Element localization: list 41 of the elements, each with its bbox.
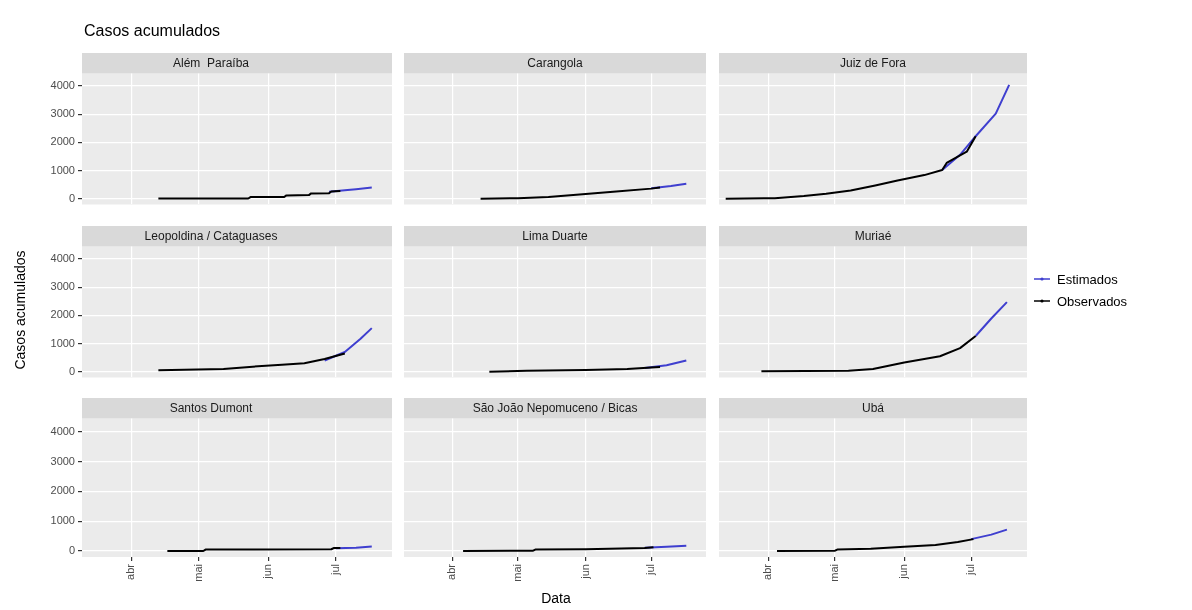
legend-label: Observados (1057, 293, 1128, 309)
x-tick-label: abr (445, 563, 458, 580)
chart-title: Santos Dumont (169, 400, 254, 415)
x-tick-label: mai (191, 564, 204, 582)
x-tick-label: abr (124, 563, 137, 580)
y-tick-label: 1000 (50, 514, 75, 527)
y-tick-label: 0 (68, 191, 75, 204)
y-tick-label: 4000 (50, 79, 75, 92)
x-tick-label: mai (828, 564, 841, 582)
y-tick-label: 2000 (50, 484, 75, 497)
x-tick-label: abr (761, 563, 774, 580)
chart-title: Além Paraíba (172, 55, 250, 70)
y-tick-label: 0 (68, 364, 75, 377)
y-tick-label: 1000 (50, 336, 75, 349)
y-tick-label: 3000 (50, 454, 75, 467)
x-tick-label: jul (644, 564, 657, 577)
x-tick-label: jun (897, 564, 910, 580)
x-axis-title: Data (541, 590, 571, 606)
y-tick-label: 3000 (50, 107, 75, 120)
x-tick-label: mai (510, 564, 523, 582)
x-tick-label: jul (964, 564, 977, 577)
chart-title: Lima Duarte (522, 228, 588, 243)
legend-label: Estimados (1057, 271, 1118, 287)
chart-title: Muriaé (854, 228, 892, 243)
x-tick-label: jul (328, 564, 341, 577)
x-tick-label: jun (578, 564, 591, 580)
chart-title: Carangola (527, 55, 584, 70)
y-tick-label: 2000 (50, 135, 75, 148)
y-axis-title: Casos acumulados (12, 250, 28, 370)
y-tick-label: 0 (68, 544, 75, 557)
y-tick-label: 3000 (50, 280, 75, 293)
chart-title: São João Nepomuceno / Bicas (472, 400, 638, 415)
chart-title: Leopoldina / Cataguases (144, 228, 278, 243)
chart-title: Juiz de Fora (839, 55, 907, 70)
y-tick-label: 1000 (50, 163, 75, 176)
text: Casos acumulados (84, 22, 221, 40)
y-tick-label: 2000 (50, 308, 75, 321)
chart-title: Ubá (861, 400, 885, 415)
x-tick-label: jun (261, 564, 274, 580)
y-tick-label: 4000 (50, 424, 75, 437)
y-tick-label: 4000 (50, 252, 75, 265)
